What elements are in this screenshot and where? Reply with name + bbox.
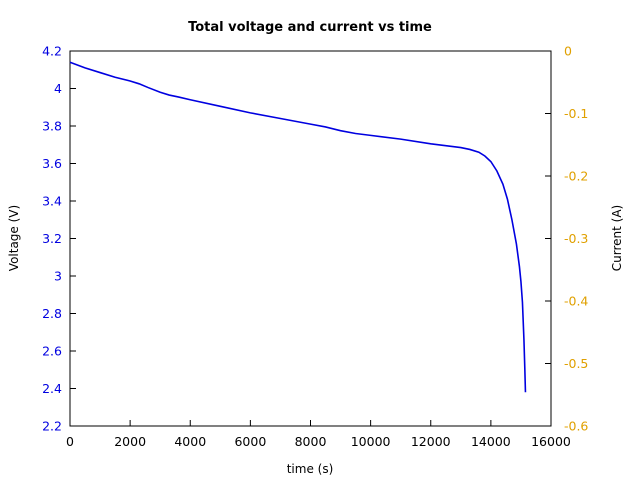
left-axis: 2.2 2.4 2.6 2.8 3 3.2 3.4 3.6 3.8 4 4.2 — [42, 44, 76, 434]
x-tick-label: 0 — [66, 434, 74, 449]
x-tick-label: 16000 — [531, 434, 571, 449]
y2-tick-label: -0.3 — [564, 231, 588, 246]
x-tick-label: 10000 — [351, 434, 391, 449]
y-tick-label: 2.2 — [42, 419, 62, 434]
x-tick-label: 4000 — [174, 434, 206, 449]
x-tick-label: 14000 — [471, 434, 511, 449]
y-tick-label: 4.2 — [42, 44, 62, 59]
y-tick-label: 2.4 — [42, 381, 62, 396]
y-axis-label: Voltage (V) — [7, 205, 21, 271]
y-tick-label: 3.2 — [42, 231, 62, 246]
right-axis: 0 -0.1 -0.2 -0.3 -0.4 -0.5 -0.6 — [545, 44, 588, 434]
y-tick-label: 2.8 — [42, 306, 62, 321]
y2-tick-label: -0.2 — [564, 169, 588, 184]
y2-tick-label: -0.5 — [564, 356, 588, 371]
plot-area — [69, 50, 552, 427]
y-tick-label: 3.8 — [42, 119, 62, 134]
y2-tick-label: -0.6 — [564, 419, 588, 434]
y-tick-label: 3.4 — [42, 194, 62, 209]
y2-tick-label: 0 — [564, 44, 572, 59]
x-tick-label: 2000 — [114, 434, 146, 449]
y-tick-label: 3.6 — [42, 156, 62, 171]
voltage-series-line — [69, 61, 527, 393]
chart-title: Total voltage and current vs time — [188, 20, 432, 35]
y2-tick-label: -0.4 — [564, 294, 588, 309]
y2-axis-label: Current (A) — [610, 205, 624, 271]
x-tick-label: 12000 — [411, 434, 451, 449]
y-tick-label: 3 — [54, 269, 62, 284]
y-tick-label: 4 — [54, 81, 62, 96]
x-tick-label: 8000 — [295, 434, 327, 449]
x-axis-label: time (s) — [287, 462, 334, 476]
x-axis: 0 2000 4000 6000 8000 10000 12000 14000 16000 — [66, 420, 571, 449]
x-tick-label: 6000 — [234, 434, 266, 449]
y-tick-label: 2.6 — [42, 344, 62, 359]
y2-tick-label: -0.1 — [564, 106, 588, 121]
